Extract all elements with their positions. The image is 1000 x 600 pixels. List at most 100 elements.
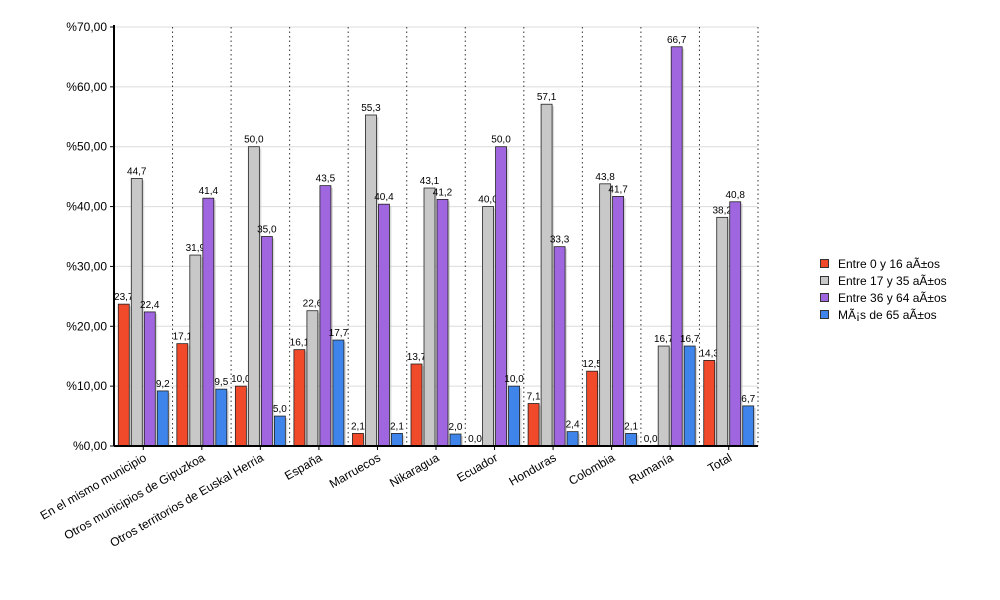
y-tick-label: %0,00 [73, 439, 107, 453]
data-label: 9,5 [214, 377, 228, 388]
x-tick-label: Nikaragua [387, 450, 442, 490]
bar [176, 343, 189, 447]
bar [495, 146, 507, 447]
data-label: 33,3 [550, 235, 570, 246]
bar [553, 246, 566, 447]
bar [449, 433, 462, 447]
bar [729, 201, 742, 447]
bar [599, 183, 612, 447]
data-label: 40,4 [374, 192, 394, 203]
data-label: 40,8 [725, 190, 745, 201]
data-label: 35,0 [257, 225, 277, 236]
bar [612, 195, 625, 447]
x-tick-label: Colombia [566, 450, 617, 488]
data-label: 13,7 [407, 352, 427, 363]
legend-swatch-2 [820, 293, 829, 302]
bar [202, 197, 215, 447]
data-label: 16,7 [680, 334, 700, 345]
bar [716, 216, 729, 447]
bar [670, 46, 683, 447]
bar [742, 405, 755, 447]
bar [352, 433, 364, 447]
data-label: 40,0 [478, 195, 498, 206]
bar [436, 198, 449, 447]
bar [410, 363, 423, 447]
bar [306, 310, 319, 447]
data-label: 41,7 [608, 184, 628, 195]
data-label: 2,1 [624, 421, 638, 432]
data-label: 7,1 [527, 392, 541, 403]
bar [566, 431, 579, 447]
data-label: 44,7 [127, 166, 147, 177]
data-label: 16,1 [290, 338, 310, 349]
data-label: 2,0 [449, 422, 463, 433]
data-label: 22,6 [303, 299, 323, 310]
bar [260, 236, 273, 447]
legend-swatch-0 [820, 259, 829, 268]
data-label: 50,0 [491, 135, 511, 146]
bar [657, 345, 670, 447]
data-label: 12,5 [582, 359, 602, 370]
data-label: 0,0 [468, 434, 482, 445]
bar [540, 103, 553, 447]
bar [143, 311, 156, 447]
data-label: 57,1 [537, 92, 557, 103]
bar [332, 339, 345, 447]
data-label: 31,9 [186, 243, 206, 254]
y-tick-label: %60,00 [66, 80, 107, 94]
data-label: 14,3 [699, 348, 719, 359]
legend-item: Entre 17 y 35 aÃ±os [820, 272, 947, 289]
data-label: 43,8 [595, 172, 615, 183]
data-label: 23,7 [114, 292, 134, 303]
data-label: 55,3 [361, 103, 381, 114]
data-label: 66,7 [667, 35, 687, 46]
data-label: 43,1 [420, 176, 440, 187]
data-label: 41,4 [199, 186, 219, 197]
bar [365, 114, 377, 447]
bar [508, 385, 520, 447]
legend: Entre 0 y 16 aÃ±os Entre 17 y 35 aÃ±os E… [820, 255, 947, 323]
data-label: 17,7 [329, 328, 349, 339]
y-tick-label: %30,00 [66, 259, 107, 273]
legend-label-2: Entre 36 y 64 aÃ±os [838, 290, 947, 305]
bar [703, 360, 716, 447]
data-label: 38,2 [712, 205, 732, 216]
bar [156, 390, 169, 447]
bar [378, 203, 390, 447]
x-tick-label: España [282, 450, 325, 483]
y-tick-label: %40,00 [66, 200, 107, 214]
bar [247, 146, 260, 447]
y-tick-label: %20,00 [66, 319, 107, 333]
data-label: 6,7 [741, 394, 755, 405]
bar [319, 185, 332, 447]
legend-swatch-3 [820, 310, 829, 319]
data-label: 2,1 [390, 421, 404, 432]
legend-label-3: MÃ¡s de 65 aÃ±os [838, 307, 937, 322]
data-label: 2,1 [351, 421, 365, 432]
data-label: 22,4 [140, 300, 160, 311]
data-label: 16,7 [654, 334, 674, 345]
bar [293, 349, 306, 447]
bar [625, 433, 638, 447]
data-label: 41,2 [433, 187, 453, 198]
data-label: 9,2 [156, 379, 170, 390]
legend-label-1: Entre 17 y 35 aÃ±os [838, 273, 947, 288]
legend-swatch-1 [820, 276, 829, 285]
y-tick-label: %50,00 [66, 140, 107, 154]
bar [586, 370, 599, 447]
bar [683, 345, 696, 447]
bar [527, 403, 540, 447]
data-label: 10,0 [504, 374, 524, 385]
legend-item: Entre 36 y 64 aÃ±os [820, 289, 947, 306]
legend-item: Entre 0 y 16 aÃ±os [820, 255, 947, 272]
data-label: 0,0 [644, 434, 658, 445]
bar [189, 254, 202, 447]
bar [273, 415, 286, 447]
bar [215, 388, 228, 447]
bar [117, 303, 130, 447]
y-tick-label: %10,00 [66, 379, 107, 393]
data-label: 50,0 [244, 135, 264, 146]
data-label: 17,1 [173, 332, 193, 343]
bar [482, 206, 494, 447]
